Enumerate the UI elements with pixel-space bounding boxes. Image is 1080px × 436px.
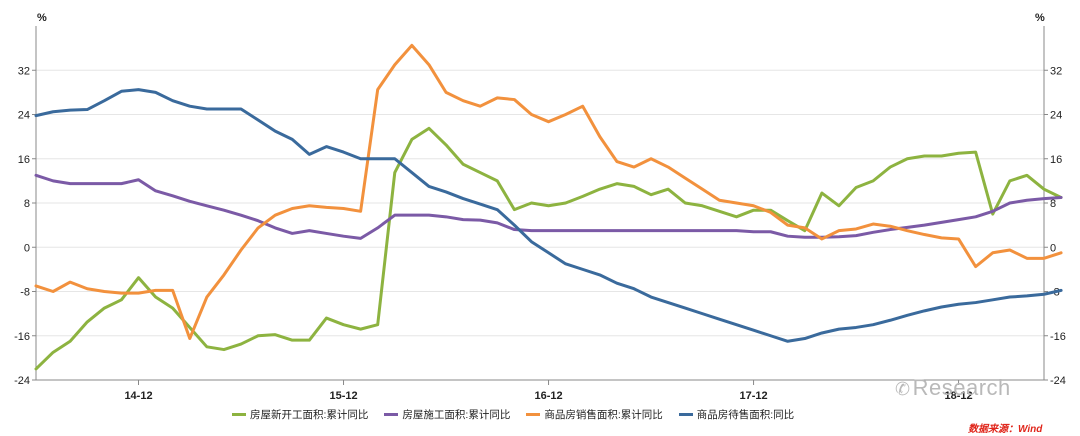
right-y-unit-label: % <box>1035 12 1045 24</box>
legend-label-new-starts: 房屋新开工面积:累计同比 <box>250 409 369 421</box>
legend-swatch-under-construction <box>384 413 399 416</box>
legend-label-inventory: 商品房待售面积:同比 <box>696 409 795 421</box>
y-tick-label-left: 0 <box>24 242 30 254</box>
y-tick-label-left: 8 <box>24 198 30 210</box>
x-tick-label: 14-12 <box>124 390 152 402</box>
y-tick-label-left: -24 <box>14 375 30 387</box>
x-tick-labels: 14-12 15-12 16-12 17-12 18-12 <box>124 380 973 402</box>
wechat-icon: ✆ <box>895 379 911 399</box>
x-tick-label: 17-12 <box>739 390 767 402</box>
left-y-unit-label: % <box>37 12 47 24</box>
x-tick-label: 15-12 <box>329 390 357 402</box>
gridlines <box>32 69 1048 381</box>
legend-swatch-inventory <box>678 413 693 416</box>
y-tick-label-right: 24 <box>1050 110 1062 122</box>
series-line-3 <box>34 88 1063 343</box>
legend: 房屋新开工面积:累计同比 房屋施工面积:累计同比 商品房销售面积:累计同比 商品… <box>232 407 794 422</box>
legend-swatch-sales <box>526 413 541 416</box>
series-line-0 <box>34 126 1063 371</box>
y-tick-label-right: 0 <box>1050 242 1056 254</box>
watermark: ✆Research <box>895 375 1011 401</box>
legend-item-new-starts: 房屋新开工面积:累计同比 <box>232 407 368 422</box>
legend-label-sales: 商品房销售面积:累计同比 <box>544 409 663 421</box>
y-tick-label-left: 24 <box>18 110 30 122</box>
series-line-1 <box>34 173 1063 240</box>
source-note: 数据来源：Wind <box>968 424 1043 435</box>
y-tick-label-right: 16 <box>1050 154 1062 166</box>
legend-item-under-construction: 房屋施工面积:累计同比 <box>384 407 510 422</box>
y-tick-label-right: 32 <box>1050 65 1062 77</box>
x-tick-label: 16-12 <box>534 390 562 402</box>
legend-item-sales: 商品房销售面积:累计同比 <box>526 407 663 422</box>
legend-item-inventory: 商品房待售面积:同比 <box>678 407 795 422</box>
y-tick-label-left: -16 <box>14 331 30 343</box>
y-tick-label-right: -16 <box>1050 331 1066 343</box>
series-lines <box>34 43 1063 371</box>
y-tick-label-right: -24 <box>1050 375 1066 387</box>
y-tick-label-left: 32 <box>18 65 30 77</box>
y-tick-label-left: -8 <box>20 287 30 299</box>
legend-label-under-construction: 房屋施工面积:累计同比 <box>402 409 511 421</box>
series-line-2 <box>34 43 1063 341</box>
x-tick-label: 18-12 <box>945 390 973 402</box>
legend-swatch-new-starts <box>232 413 246 416</box>
y-tick-label-left: 16 <box>18 154 30 166</box>
watermark-text: Research <box>912 375 1011 400</box>
y-tick-label-right: 8 <box>1050 198 1056 210</box>
